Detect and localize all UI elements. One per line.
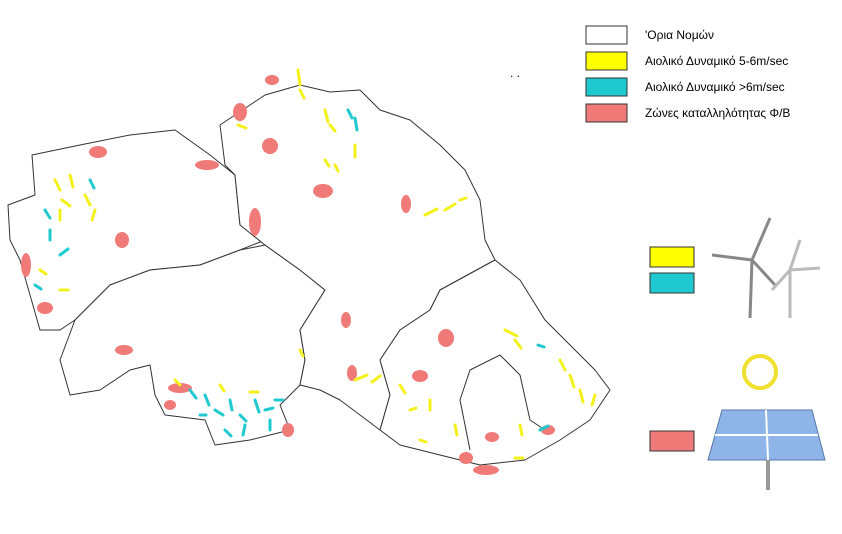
- legend-label: Αιολικό Δυναμικό >6m/sec: [645, 80, 785, 94]
- pv-zone: [313, 184, 333, 198]
- pv-zone: [347, 365, 357, 381]
- pv-zone: [282, 423, 294, 437]
- wind-area: [33, 108, 550, 438]
- wind-over-6: [33, 108, 550, 438]
- legend-swatch: [585, 103, 628, 123]
- wind-area: [38, 68, 597, 460]
- coastline: [459, 354, 546, 451]
- pv-zone: [164, 400, 176, 410]
- pv-zone: [168, 383, 192, 393]
- prefecture-boundary: [59, 244, 326, 446]
- pv-zone: [265, 75, 279, 85]
- icon-swatch: [649, 430, 695, 452]
- stray-mark: . .: [510, 66, 520, 80]
- legend-swatch: [585, 25, 628, 45]
- pv-zone: [115, 232, 129, 248]
- legend-swatch: [585, 51, 628, 71]
- pv-zone: [233, 103, 247, 121]
- pv-zone: [21, 253, 31, 277]
- legend: 'Ορια Νομών Αιολικό Δυναμικό 5-6m/sec Αι…: [585, 25, 790, 123]
- pv-zone: [89, 146, 107, 158]
- pv-zone: [115, 345, 133, 355]
- legend-label: Αιολικό Δυναμικό 5-6m/sec: [645, 54, 788, 68]
- wind-5-6: [38, 68, 597, 460]
- prefecture-boundary: [379, 259, 611, 466]
- legend-swatch: [585, 77, 628, 97]
- pv-zone: [249, 208, 261, 236]
- pv-zone: [262, 138, 278, 154]
- icon-swatch: [649, 272, 695, 294]
- wind-turbine-icon: [711, 217, 821, 319]
- pv-zone: [459, 452, 473, 464]
- pv-zone: [341, 312, 351, 328]
- pv-zone: [37, 302, 53, 314]
- legend-label: 'Ορια Νομών: [645, 28, 714, 42]
- icon-swatch: [649, 246, 695, 268]
- icons: [649, 217, 826, 490]
- pv-zone: [401, 195, 411, 213]
- pv-zone: [195, 160, 219, 170]
- pv-zone: [438, 329, 454, 347]
- pv-zone: [473, 465, 499, 475]
- pv-zone: [412, 370, 428, 382]
- pv-zone: [485, 432, 499, 442]
- pv-zones: [21, 75, 555, 475]
- legend-label: Ζώνες καταλληλότητας Φ/Β: [645, 106, 790, 120]
- map: . .: [7, 66, 611, 475]
- solar-panel-icon: [707, 354, 826, 490]
